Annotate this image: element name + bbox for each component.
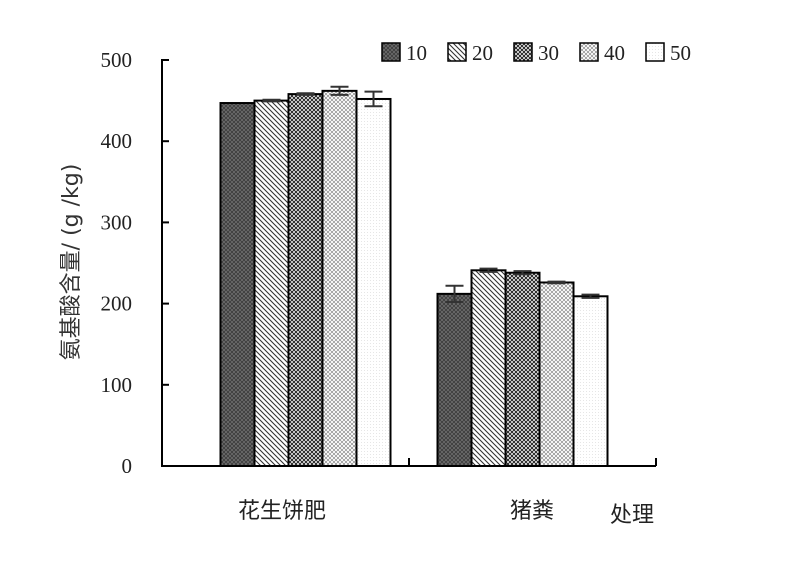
legend-swatch-1: [447, 42, 467, 62]
legend-label: 40: [604, 41, 625, 65]
bar-0-2: [287, 93, 324, 467]
x-category-label: 花生饼肥: [238, 499, 326, 524]
y-axis-title: 氨基酸含量/ (g /kg): [59, 164, 84, 361]
legend-swatch-0: [381, 42, 401, 62]
bar-1-0: [436, 292, 473, 467]
y-tick-label: 100: [101, 373, 133, 397]
legend-label: 30: [538, 41, 559, 65]
legend-label: 20: [472, 41, 493, 65]
bar-1-1: [470, 269, 507, 468]
bars-group: [219, 89, 609, 468]
y-tick-label: 300: [101, 210, 133, 234]
legend-swatch-4: [645, 42, 665, 62]
x-axis-title: 处理: [610, 503, 654, 528]
bar-1-3: [538, 281, 575, 467]
legend-label: 10: [406, 41, 427, 65]
y-tick-label: 500: [101, 48, 133, 72]
bar-0-1: [253, 99, 290, 467]
x-category-label: 猪粪: [510, 499, 554, 524]
bar-0-4: [355, 97, 392, 467]
axes: 0 100 200 300 400 500 花生饼肥 猪粪: [101, 48, 657, 524]
y-tick-label: 200: [101, 292, 133, 316]
bar-1-2: [504, 271, 541, 467]
bar-0-0: [219, 102, 256, 467]
legend: 10 20 30 40 50: [381, 41, 691, 65]
error-bars-group: [262, 85, 600, 303]
legend-label: 50: [670, 41, 691, 65]
legend-swatch-2: [513, 42, 533, 62]
y-tick-label: 400: [101, 129, 133, 153]
bar-0-3: [321, 89, 358, 468]
bar-1-4: [572, 295, 609, 467]
legend-swatch-3: [579, 42, 599, 62]
y-tick-label: 0: [122, 454, 133, 478]
